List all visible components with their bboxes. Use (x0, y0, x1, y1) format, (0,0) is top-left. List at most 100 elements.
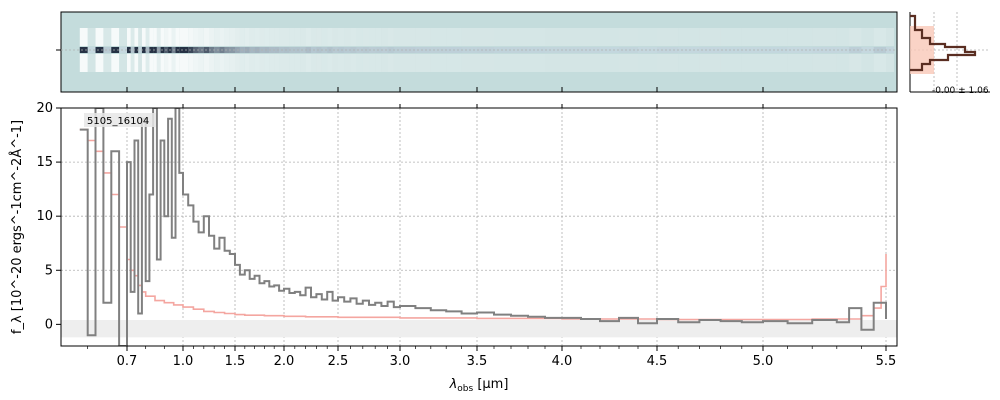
x-tick-label: 4.0 (552, 354, 573, 369)
twod-stripe-halo (153, 28, 157, 46)
twod-stripe-halo (269, 54, 275, 72)
twod-stripe (229, 47, 235, 53)
twod-stripe (111, 47, 120, 53)
twod-stripe-halo (130, 54, 135, 72)
twod-stripe-halo (229, 28, 235, 46)
twod-stripe-halo (446, 28, 462, 46)
twod-stripe-halo (244, 54, 250, 72)
twod-stripe-halo (171, 54, 176, 72)
inset-stat-label: -0.00 ± 1.06 (932, 86, 989, 96)
twod-stripe-halo (836, 28, 850, 46)
twod-stripe-halo (861, 54, 874, 72)
twod-stripe-halo (316, 54, 322, 72)
twod-stripe-halo (344, 28, 351, 46)
twod-stripe-halo (119, 54, 127, 72)
twod-stripe-halo (316, 28, 322, 46)
twod-stripe-halo (415, 54, 431, 72)
twod-stripe (415, 47, 431, 53)
twod-stripe (400, 47, 416, 53)
twod-stripe-halo (153, 54, 157, 72)
twod-stripe-halo (134, 54, 139, 72)
twod-spectrum-panel (56, 11, 898, 93)
x-tick-label: 3.5 (467, 354, 488, 369)
twod-stripe-halo (134, 28, 139, 46)
twod-stripe (269, 47, 275, 53)
twod-stripe-halo (294, 54, 301, 72)
twod-stripe-halo (156, 54, 161, 72)
y-tick-label: 0 (45, 317, 53, 332)
twod-stripe (332, 47, 338, 53)
twod-stripe (95, 47, 104, 53)
twod-stripe (224, 47, 230, 53)
twod-stripe-halo (95, 28, 104, 46)
twod-stripe-halo (175, 54, 180, 72)
twod-stripe-halo (244, 28, 250, 46)
twod-stripe-halo (849, 28, 862, 46)
twod-stripe-halo (787, 54, 813, 72)
twod-stripe (657, 47, 679, 53)
twod-stripe (741, 47, 763, 53)
twod-stripe-halo (375, 54, 382, 72)
twod-stripe-halo (387, 28, 394, 46)
twod-stripe (244, 47, 250, 53)
x-axis-label-sub: obs (457, 384, 473, 394)
y-tick-label: 5 (45, 263, 53, 278)
twod-stripe (138, 47, 142, 53)
twod-stripe-halo (619, 28, 638, 46)
twod-stripe-halo (741, 54, 763, 72)
twod-stripe-halo (224, 54, 230, 72)
twod-stripe-halo (430, 54, 447, 72)
twod-stripe-halo (311, 28, 317, 46)
twod-stripe-halo (145, 54, 150, 72)
twod-stripe-halo (103, 54, 112, 72)
twod-stripe (321, 47, 328, 53)
twod-stripe (619, 47, 638, 53)
twod-stripe-halo (141, 28, 146, 46)
twod-stripe-halo (289, 54, 295, 72)
y-tick-label: 10 (36, 209, 53, 224)
twod-stripe (103, 47, 112, 53)
twod-stripe-halo (249, 54, 255, 72)
twod-stripe-halo (375, 28, 382, 46)
twod-stripe (344, 47, 351, 53)
x-tick-label: 2.0 (274, 354, 295, 369)
twod-stripe (638, 47, 657, 53)
twod-stripe-halo (344, 54, 351, 72)
twod-stripe-halo (87, 28, 96, 46)
twod-stripe-halo (369, 28, 376, 46)
x-tick-label: 5.5 (876, 354, 897, 369)
twod-stripe-halo (264, 28, 270, 46)
twod-stripe-halo (141, 54, 146, 72)
twod-stripe-halo (224, 28, 230, 46)
twod-stripe-halo (149, 54, 154, 72)
profile-inset: -0.00 ± 1.06 (909, 12, 990, 96)
twod-stripe-halo (511, 28, 528, 46)
twod-stripe (274, 47, 280, 53)
twod-stripe-halo (477, 54, 494, 72)
twod-stripe-halo (600, 28, 619, 46)
twod-stripe-halo (160, 28, 165, 46)
twod-stripe-halo (763, 28, 788, 46)
twod-stripe-halo (254, 28, 260, 46)
twod-stripe-halo (183, 54, 189, 72)
twod-stripe-halo (812, 28, 837, 46)
twod-stripe-halo (193, 28, 199, 46)
twod-stripe-halo (179, 28, 183, 46)
twod-stripe-halo (356, 54, 363, 72)
x-tick-label: 4.5 (647, 354, 668, 369)
twod-stripe (678, 47, 700, 53)
twod-stripe-halo (284, 28, 290, 46)
twod-stripe (149, 47, 154, 53)
twod-stripe-halo (188, 28, 194, 46)
object-label: 5105_16104 (87, 116, 149, 127)
twod-stripe-halo (149, 28, 154, 46)
twod-stripe (528, 47, 545, 53)
twod-stripe-halo (494, 28, 511, 46)
twod-stripe-halo (203, 28, 209, 46)
twod-stripe-halo (264, 54, 270, 72)
twod-stripe-halo (461, 54, 477, 72)
twod-stripe-halo (175, 28, 180, 46)
twod-stripe-halo (545, 54, 562, 72)
twod-stripe-halo (356, 28, 363, 46)
